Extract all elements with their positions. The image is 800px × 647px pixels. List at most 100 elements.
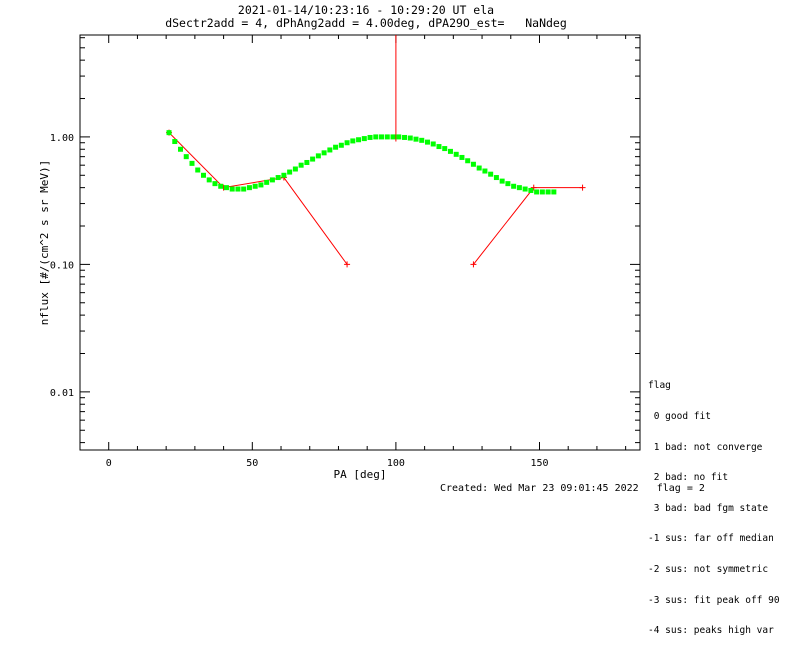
fit-point	[534, 189, 540, 195]
fit-point	[172, 139, 178, 145]
fit-point	[551, 189, 557, 195]
fit-point	[493, 175, 499, 181]
flag-legend: flag 0 good fit 1 bad: not converge 2 ba…	[648, 361, 780, 647]
chart-title-line2: dSectr2add = 4, dPhAng2add = 4.00deg, dP…	[165, 16, 567, 30]
fit-point	[505, 181, 511, 187]
legend-item: 2 bad: no fit	[648, 472, 729, 484]
fit-point	[333, 144, 339, 150]
data-point-plus	[470, 261, 477, 268]
fit-point	[430, 141, 436, 147]
footer: Created: Wed Mar 23 09:01:45 2022 flag =…	[440, 483, 705, 494]
fit-point	[453, 151, 459, 157]
fit-point	[321, 150, 327, 156]
fit-point	[206, 177, 212, 183]
fit-point	[195, 167, 201, 173]
x-tick-label: 100	[387, 458, 405, 469]
fit-point	[539, 189, 545, 195]
flag-value: flag = 2	[656, 483, 705, 494]
fit-point	[367, 134, 373, 140]
fit-point	[246, 185, 252, 191]
fit-point	[488, 171, 494, 177]
fit-point	[447, 148, 453, 154]
fit-point	[419, 137, 425, 143]
data-line	[168, 132, 348, 265]
fit-point	[298, 162, 304, 168]
fit-point	[212, 181, 218, 187]
x-tick-label: 150	[530, 458, 548, 469]
legend-item: -2 sus: not symmetric	[648, 564, 769, 576]
legend-item: -3 sus: fit peak off 90	[648, 594, 780, 606]
fit-point	[310, 156, 316, 162]
fit-point	[356, 137, 362, 143]
fit-point	[522, 186, 528, 192]
data-layer	[166, 35, 586, 268]
fit-point	[442, 146, 448, 152]
x-tick-label: 50	[246, 458, 258, 469]
fit-point	[396, 134, 402, 140]
fit-point	[275, 175, 281, 181]
legend-item: -1 sus: far off median	[648, 533, 774, 545]
fit-point	[178, 146, 184, 152]
fit-point	[338, 142, 344, 148]
fit-point	[476, 165, 482, 171]
x-axis-label: PA [deg]	[334, 468, 387, 481]
fit-point	[361, 136, 367, 142]
data-line	[473, 187, 583, 265]
fit-point	[166, 130, 172, 136]
fit-point	[269, 177, 275, 183]
legend-item: 0 good fit	[648, 411, 711, 423]
fit-point	[264, 179, 270, 185]
y-tick-label: 1.00	[50, 133, 74, 144]
fit-point	[229, 186, 235, 192]
fit-point	[223, 185, 229, 191]
data-point-plus	[579, 184, 586, 191]
fit-point	[379, 134, 385, 140]
chart-title-line1: 2021-01-14/10:23:16 - 10:29:20 UT ela	[237, 3, 495, 17]
fit-point	[424, 139, 430, 145]
fit-point	[482, 168, 488, 174]
y-tick-label: 0.01	[50, 388, 74, 399]
legend-title: flag	[648, 380, 671, 392]
fit-point	[315, 153, 321, 159]
fit-point	[292, 166, 298, 172]
fit-point	[436, 144, 442, 150]
fit-point	[413, 136, 419, 142]
y-tick-label: 0.10	[50, 260, 74, 271]
data-point-plus	[530, 184, 537, 191]
y-axis-label: nflux [#/(cm^2 s sr MeV)]	[38, 160, 51, 326]
legend-item: 3 bad: bad fgm state	[648, 502, 769, 514]
fit-point	[252, 183, 258, 189]
fit-point	[384, 134, 390, 140]
chart-canvas: 0 50 100 150 0.01 0.10 1.00 PA [deg] nflux [#/…	[38, 34, 641, 481]
created-timestamp: Created: Wed Mar 23 09:01:45 2022	[440, 483, 639, 494]
fit-point	[459, 154, 465, 160]
fit-point	[344, 140, 350, 146]
fit-point	[235, 186, 241, 192]
data-point-plus	[344, 261, 351, 268]
fit-point	[528, 187, 534, 193]
fit-point	[304, 159, 310, 165]
fit-point	[470, 161, 476, 167]
axes-layer: 0 50 100 150 0.01 0.10 1.00	[50, 34, 641, 469]
x-tick-label: 0	[106, 458, 112, 469]
fit-point	[499, 178, 505, 184]
fit-point	[258, 182, 264, 188]
fit-point	[545, 189, 551, 195]
fit-point	[402, 134, 408, 140]
fit-point	[241, 186, 247, 192]
fit-point	[373, 134, 379, 140]
fit-point	[183, 154, 189, 160]
fit-point	[287, 169, 293, 175]
fit-point	[189, 160, 195, 166]
fit-point	[465, 158, 471, 164]
fit-point	[350, 138, 356, 144]
legend-item: 1 bad: not converge	[648, 441, 763, 453]
fit-point	[407, 135, 413, 141]
fit-point	[218, 183, 224, 189]
fit-point	[516, 185, 522, 191]
plot-frame	[79, 34, 641, 451]
fit-point	[390, 134, 396, 140]
legend-item: -4 sus: peaks high var	[648, 625, 774, 637]
fit-point	[327, 147, 333, 153]
fit-point	[200, 172, 206, 178]
